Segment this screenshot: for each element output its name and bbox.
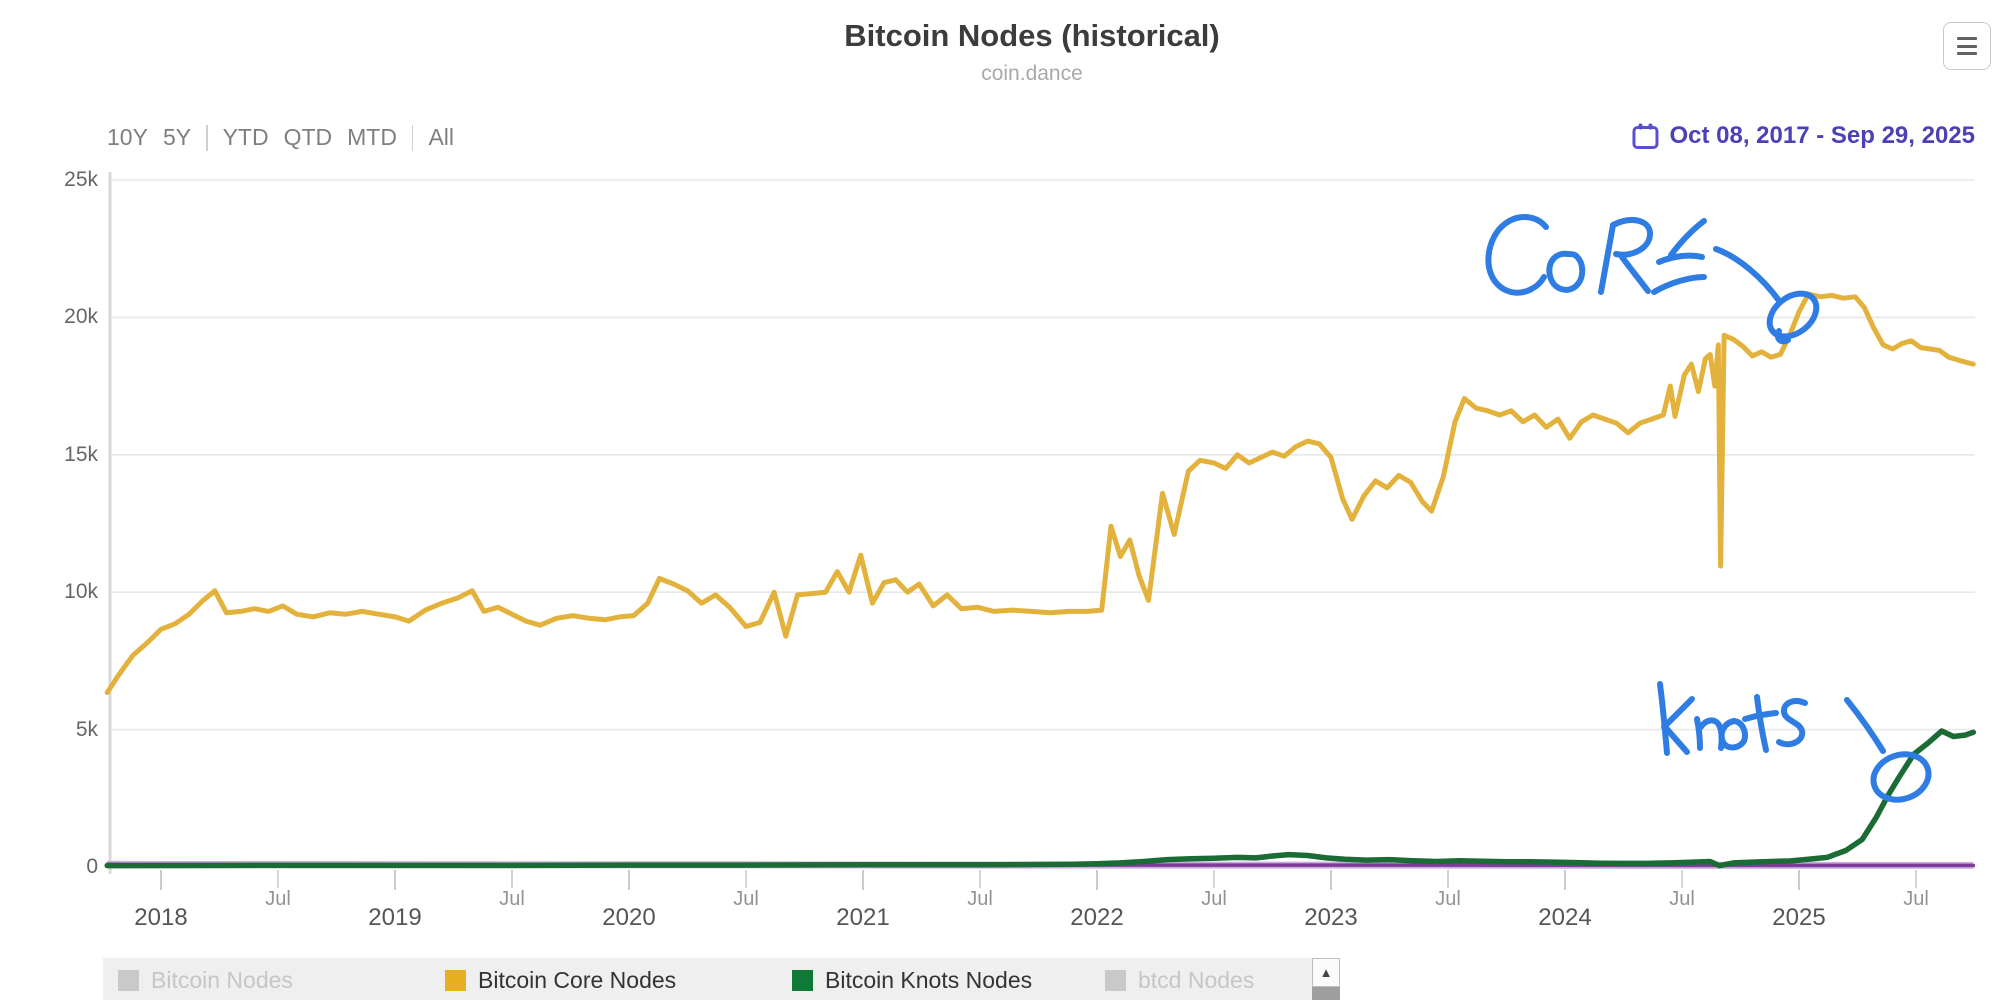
- core-circle-annotation: [1766, 290, 1820, 340]
- series-line-bitcoin-core-nodes: [104, 291, 1976, 695]
- handwritten-annotation-stroke: [1694, 716, 1703, 751]
- handwritten-annotation-stroke: [1610, 217, 1653, 258]
- handwritten-annotation-stroke: [1546, 250, 1586, 293]
- legend-label: Bitcoin Knots Nodes: [825, 967, 1033, 993]
- range-button-ytd[interactable]: YTD: [222, 124, 269, 150]
- x-tick-label-jul: Jul: [265, 888, 291, 910]
- range-button-all[interactable]: All: [428, 124, 455, 150]
- x-tick-label-jul: Jul: [967, 888, 993, 910]
- legend-item-bitcoin-core-nodes[interactable]: Bitcoin Core Nodes: [445, 967, 676, 994]
- y-tick-label: 20k: [64, 305, 98, 329]
- y-tick-label: 15k: [64, 442, 98, 466]
- range-button-mtd[interactable]: MTD: [347, 124, 397, 150]
- y-tick-label: 5k: [75, 717, 98, 741]
- date-range-display[interactable]: Oct 08, 2017 - Sep 29, 2025: [1631, 122, 1975, 150]
- series-line-bitcoin-knots-nodes: [104, 728, 1977, 869]
- date-range-label: Oct 08, 2017 - Sep 29, 2025: [1669, 122, 1975, 149]
- knots-circle-annotation: [1870, 751, 1932, 803]
- legend-label: Bitcoin Nodes: [151, 967, 293, 993]
- context-menu-button[interactable]: [1943, 22, 1991, 70]
- hamburger-menu-icon: [1957, 37, 1977, 40]
- x-tick-label-jul: Jul: [1669, 888, 1695, 910]
- handwritten-annotation-stroke: [1844, 697, 1886, 754]
- range-button-10y[interactable]: 10Y: [107, 124, 148, 150]
- x-tick-label-jul: Jul: [499, 888, 525, 910]
- handwritten-annotation-stroke: [1651, 274, 1707, 295]
- x-tick-label-year: 2023: [1304, 904, 1358, 931]
- x-tick-label-year: 2025: [1772, 904, 1826, 931]
- x-tick-label-jul: Jul: [1903, 888, 1929, 910]
- x-tick-label-year: 2024: [1538, 904, 1592, 931]
- legend-label: btcd Nodes: [1138, 967, 1255, 993]
- x-tick-label-year: 2019: [368, 904, 422, 931]
- handwritten-annotation-stroke: [1713, 246, 1783, 305]
- x-tick-label-jul: Jul: [1435, 888, 1461, 910]
- handwritten-annotation-stroke: [1742, 710, 1779, 722]
- range-button-5y[interactable]: 5Y: [162, 124, 192, 150]
- x-tick-label-year: 2020: [602, 904, 656, 931]
- legend-item-bitcoin-knots-nodes[interactable]: Bitcoin Knots Nodes: [792, 967, 1032, 994]
- legend-item-btcd-nodes[interactable]: btcd Nodes: [1105, 967, 1254, 994]
- range-selector: 10Y 5Y YTD QTD MTD All: [107, 124, 454, 151]
- handwritten-annotation-stroke: [1718, 718, 1748, 751]
- legend-label: Bitcoin Core Nodes: [478, 967, 677, 993]
- range-separator: [411, 124, 414, 151]
- legend-swatch: [445, 970, 466, 991]
- y-tick-label: 25k: [64, 168, 98, 191]
- legend-swatch: [1105, 970, 1126, 991]
- handwritten-annotation-stroke: [1663, 725, 1690, 755]
- handwritten-annotation-stroke: [1754, 694, 1769, 753]
- y-tick-label: 10k: [64, 580, 98, 604]
- range-button-qtd[interactable]: QTD: [283, 124, 333, 150]
- handwritten-annotation-stroke: [1668, 218, 1707, 258]
- handwritten-annotation-stroke: [1485, 214, 1549, 296]
- handwritten-annotation-stroke: [1598, 222, 1616, 295]
- x-tick-label-jul: Jul: [1201, 888, 1227, 910]
- legend-item-bitcoin-nodes[interactable]: Bitcoin Nodes: [118, 967, 293, 994]
- handwritten-annotation-stroke: [1656, 252, 1705, 265]
- handwritten-annotation-stroke: [1774, 328, 1791, 345]
- handwritten-annotation-stroke: [1657, 681, 1670, 756]
- x-tick-label-year: 2022: [1070, 904, 1124, 931]
- scrollbar-thumb[interactable]: [1312, 987, 1340, 1000]
- x-tick-label-jul: Jul: [733, 888, 759, 910]
- legend-scrollbar[interactable]: ▲: [1312, 958, 1340, 1000]
- handwritten-annotation-stroke: [1776, 698, 1808, 748]
- handwritten-annotation-stroke: [1661, 696, 1695, 730]
- chart-subtitle: coin.dance: [981, 62, 1083, 85]
- calendar-icon: [1632, 123, 1659, 149]
- y-tick-label: 0: [86, 855, 98, 878]
- legend-bar: ▲ Bitcoin Nodes Bitcoin Core Nodes Bitcoin…: [103, 958, 1340, 1000]
- legend-swatch: [792, 970, 813, 991]
- handwritten-annotation-stroke: [1619, 254, 1651, 294]
- x-tick-label-year: 2018: [134, 904, 188, 931]
- handwritten-annotation-stroke: [1697, 717, 1725, 751]
- scroll-up-button[interactable]: ▲: [1312, 958, 1340, 987]
- legend-swatch: [118, 970, 139, 991]
- x-tick-label-year: 2021: [836, 904, 890, 931]
- range-separator: [206, 124, 208, 151]
- page-title: Bitcoin Nodes (historical): [844, 18, 1220, 53]
